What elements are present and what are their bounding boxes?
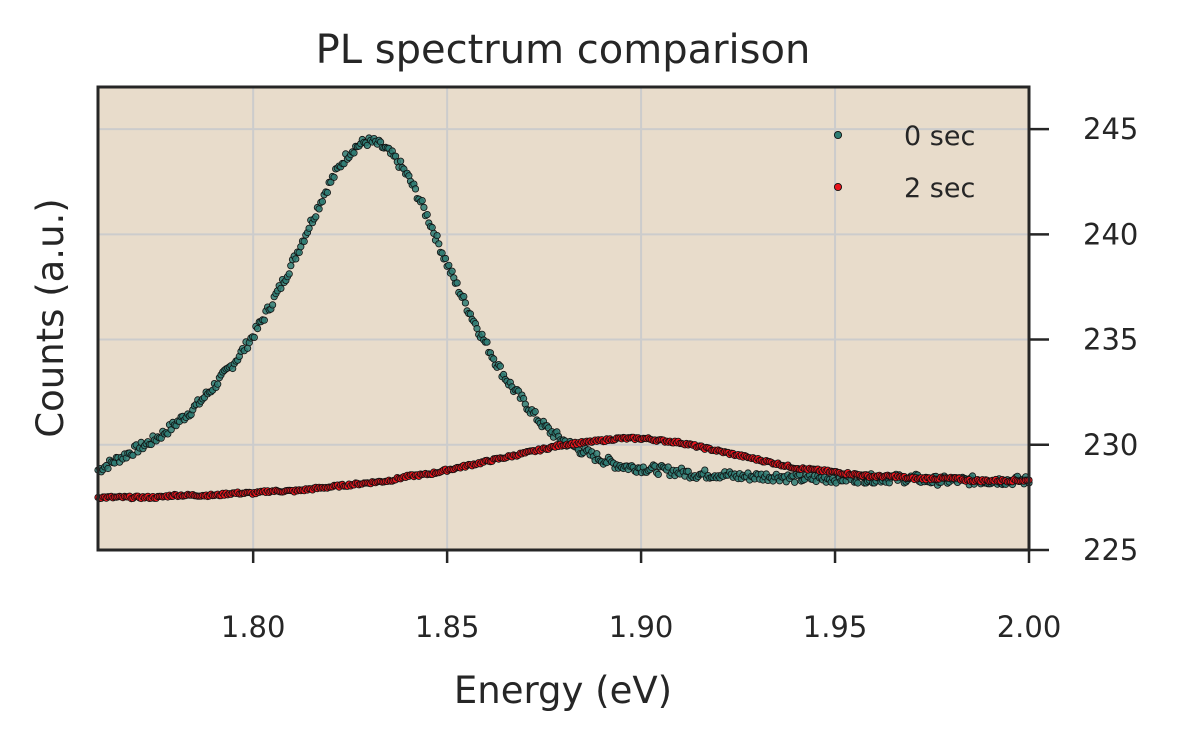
- data-point: [315, 205, 323, 213]
- y-tick-label: 245: [1083, 112, 1138, 146]
- x-tick-label: 1.85: [415, 610, 480, 644]
- data-point: [129, 451, 137, 459]
- data-point: [531, 407, 539, 416]
- data-point: [287, 262, 295, 270]
- chart-title: PL spectrum comparison: [316, 27, 811, 73]
- data-point: [423, 211, 431, 219]
- data-point: [330, 173, 338, 181]
- data-point: [496, 362, 504, 370]
- data-point: [460, 292, 468, 301]
- x-tick-label: 1.95: [803, 610, 868, 644]
- legend-label: 2 sec: [904, 173, 975, 204]
- data-point: [448, 267, 456, 275]
- legend-marker: [833, 182, 843, 192]
- data-point: [490, 355, 498, 363]
- y-tick-label: 235: [1083, 323, 1138, 357]
- x-tick-label: 2.00: [997, 610, 1062, 644]
- data-point: [305, 224, 313, 232]
- data-point: [350, 149, 358, 157]
- data-point: [250, 333, 258, 341]
- y-tick-label: 225: [1083, 533, 1138, 567]
- data-point: [418, 197, 426, 205]
- data-point: [445, 261, 453, 269]
- legend-label: 0 sec: [904, 121, 975, 152]
- series-1: [94, 433, 1033, 503]
- data-point: [790, 478, 799, 486]
- data-point: [420, 203, 428, 211]
- data-point: [268, 301, 277, 309]
- legend-marker: [833, 130, 843, 140]
- data-point: [254, 324, 262, 333]
- data-point: [664, 463, 672, 471]
- data-point: [323, 188, 331, 197]
- y-tick-label: 230: [1083, 428, 1138, 462]
- data-point: [473, 324, 481, 333]
- data-point: [292, 255, 300, 263]
- plot-frame: [96, 85, 1031, 552]
- data-point: [684, 467, 692, 475]
- data-point: [441, 254, 450, 263]
- data-point: [396, 157, 405, 165]
- data-point: [453, 279, 461, 287]
- data-series: [94, 134, 1033, 503]
- legend: 0 sec 2 sec: [833, 121, 975, 204]
- data-point: [428, 223, 436, 232]
- data-point: [701, 466, 709, 474]
- data-point: [300, 237, 308, 245]
- data-point: [260, 316, 268, 324]
- data-point: [214, 380, 222, 388]
- y-axis-ticks: 225 230 235 240 245: [1029, 112, 1138, 567]
- data-point: [104, 464, 112, 473]
- data-point: [312, 213, 320, 221]
- data-point: [363, 141, 371, 149]
- data-point: [167, 426, 175, 434]
- x-axis-ticks: 1.80 1.85 1.90 1.95 2.00: [221, 550, 1061, 644]
- data-point: [654, 470, 662, 478]
- y-axis-label: Counts (a.u.): [29, 198, 72, 437]
- data-point: [435, 240, 443, 248]
- x-tick-label: 1.80: [221, 610, 286, 644]
- y-tick-label: 240: [1083, 217, 1138, 251]
- data-point: [295, 248, 303, 257]
- x-axis-label: Energy (eV): [454, 669, 672, 712]
- data-point: [461, 299, 469, 307]
- data-point: [277, 284, 285, 292]
- data-point: [318, 198, 326, 206]
- data-point: [411, 185, 420, 193]
- data-point: [483, 338, 491, 346]
- data-point: [854, 479, 862, 487]
- data-point: [285, 270, 293, 278]
- data-point: [433, 232, 441, 240]
- x-tick-label: 1.90: [609, 610, 674, 644]
